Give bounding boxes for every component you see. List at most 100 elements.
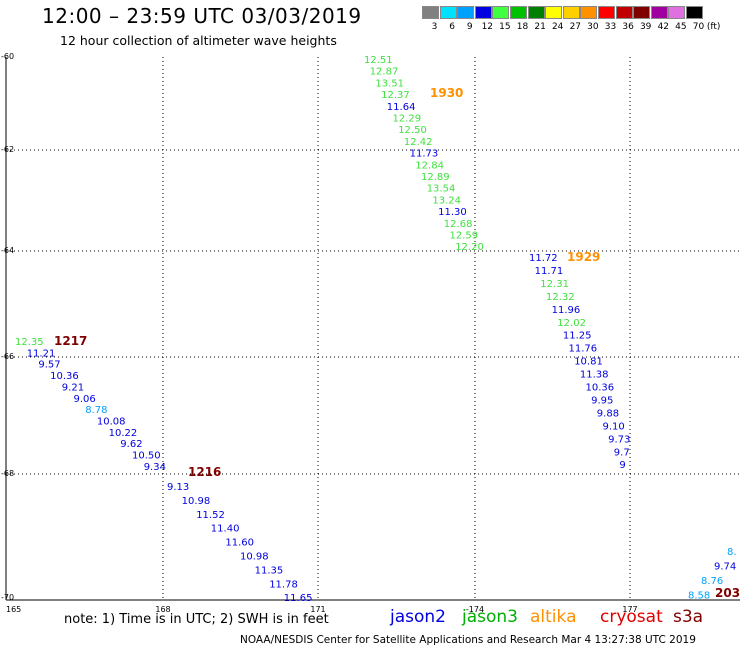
wave-height-reading: 11.52: [196, 510, 225, 521]
wave-height-reading: 11.25: [563, 331, 592, 342]
credit-line: NOAA/NESDIS Center for Satellite Applica…: [240, 634, 696, 646]
longitude-label: 177: [622, 605, 637, 614]
longitude-label: -174: [466, 605, 484, 614]
wave-height-reading: 12.35: [15, 337, 44, 348]
legend-tick-label: 18: [516, 22, 529, 32]
wave-height-reading: 11.76: [569, 344, 598, 355]
latitude-label: -70: [1, 593, 14, 602]
pass-time-label: 203: [715, 586, 740, 600]
wave-height-reading: 12.89: [421, 172, 450, 183]
wave-height-reading: 11.65: [284, 593, 313, 604]
legend-swatch: [668, 6, 686, 19]
wave-height-reading: 11.60: [225, 538, 254, 549]
wave-height-reading: 9.06: [74, 394, 96, 405]
latitude-label: -68: [1, 469, 14, 478]
latitude-label: -66: [1, 352, 14, 361]
wave-height-reading: 11.21: [27, 348, 56, 359]
pass-time-label: 1217: [54, 334, 87, 348]
wave-height-reading: 10.08: [97, 416, 126, 427]
wave-height-reading: 13.54: [427, 184, 456, 195]
wave-height-reading: 9: [619, 460, 625, 471]
wave-height-reading: 9.34: [144, 462, 166, 473]
legend-tick-label: 45: [675, 22, 687, 32]
legend-swatch: [545, 6, 563, 19]
legend-jason3: jason3: [462, 607, 518, 627]
wave-height-reading: 8.76: [701, 576, 723, 587]
wave-height-reading: 12.84: [415, 160, 444, 171]
wave-height-reading: 11.96: [552, 305, 581, 316]
wave-height-reading: 13.24: [432, 195, 461, 206]
legend-tick-label: 42: [657, 22, 670, 32]
wave-height-reading: 9.88: [597, 408, 619, 419]
wave-height-reading: 9.21: [62, 382, 84, 393]
wave-height-reading: 9.7: [614, 447, 630, 458]
wave-height-reading: 8.78: [85, 405, 107, 416]
legend-tick-label: 6: [449, 22, 455, 32]
longitude-label: 171: [310, 605, 325, 614]
legend-tick-label: 33: [604, 22, 617, 32]
legend-tick-label: 36: [622, 22, 634, 32]
map-subtitle: 12 hour collection of altimeter wave hei…: [60, 33, 337, 48]
wave-height-reading: 11.78: [269, 579, 298, 590]
legend-swatch: [686, 6, 703, 19]
legend-tick-label: 21: [534, 22, 546, 32]
wave-height-reading: 9.13: [167, 482, 189, 493]
wave-height-reading: 12.31: [540, 279, 569, 290]
wave-height-reading: 9.57: [38, 360, 60, 371]
footer-note: note: 1) Time is in UTC; 2) SWH is in fe…: [64, 612, 329, 627]
wave-height-reading: 12.42: [404, 137, 433, 148]
wave-height-reading: 10.22: [109, 428, 138, 439]
wave-height-reading: 11.71: [535, 266, 564, 277]
latitude-label: -62: [1, 145, 14, 154]
legend-tick-label: 70: [692, 22, 705, 32]
legend-tick-label: 30: [587, 22, 599, 32]
wave-height-reading: 11.40: [211, 524, 240, 535]
legend-swatch: [492, 6, 510, 19]
legend-swatch: [633, 6, 651, 19]
wave-height-reading: 9.10: [603, 421, 625, 432]
latitude-label: -64: [1, 246, 14, 255]
longitude-label: 168: [155, 605, 170, 614]
wave-height-reading: 11.30: [438, 207, 467, 218]
wave-height-reading: 11.35: [255, 565, 284, 576]
legend-swatch: [650, 6, 668, 19]
legend-tick-label: 3: [431, 22, 438, 32]
wave-height-reading: 12.59: [450, 231, 479, 242]
legend-cryosat: cryosat: [600, 607, 663, 627]
wave-height-reading: 13.51: [375, 78, 404, 89]
legend-tick-label: 12: [481, 22, 494, 32]
wave-height-reading: 12.02: [557, 318, 586, 329]
wave-height-reading: 12.51: [364, 55, 393, 66]
legend-swatch: [510, 6, 527, 19]
legend-swatch: [422, 6, 439, 19]
wave-height-reading: 12.68: [444, 219, 473, 230]
legend-swatch: [598, 6, 615, 19]
wave-height-reading: 12.32: [546, 292, 575, 303]
legend-swatch: [439, 6, 457, 19]
legend-swatch: [474, 6, 492, 19]
legend-swatch: [580, 6, 598, 19]
wave-height-reading: 12.87: [370, 67, 399, 78]
wave-height-reading: 8.58: [688, 591, 710, 602]
wave-height-reading: 10.36: [586, 383, 615, 394]
wave-height-reading: 12.29: [393, 114, 422, 125]
wave-height-reading: 9.74: [714, 562, 736, 573]
legend-jason2: jason2: [390, 607, 446, 627]
legend-altika: altika: [530, 607, 577, 627]
legend-unit: (ft): [706, 22, 721, 32]
wave-height-reading: 12.50: [398, 125, 427, 136]
wave-height-reading: 10.98: [240, 552, 269, 563]
pass-time-label: 1216: [188, 465, 221, 479]
pass-time-label: 1930: [430, 86, 463, 100]
legend-tick-label: 24: [551, 22, 564, 32]
wave-height-reading: 8.: [727, 547, 737, 558]
wave-height-reading: 9.73: [608, 434, 630, 445]
wave-height-reading: 11.64: [387, 102, 416, 113]
legend-swatch: [527, 6, 545, 19]
legend-tick-label: 39: [639, 22, 652, 32]
wave-height-reading: 12.20: [455, 242, 484, 253]
wave-height-reading: 9.95: [591, 395, 613, 406]
wave-height-reading: 9.62: [120, 439, 142, 450]
latitude-label: -60: [1, 52, 14, 61]
